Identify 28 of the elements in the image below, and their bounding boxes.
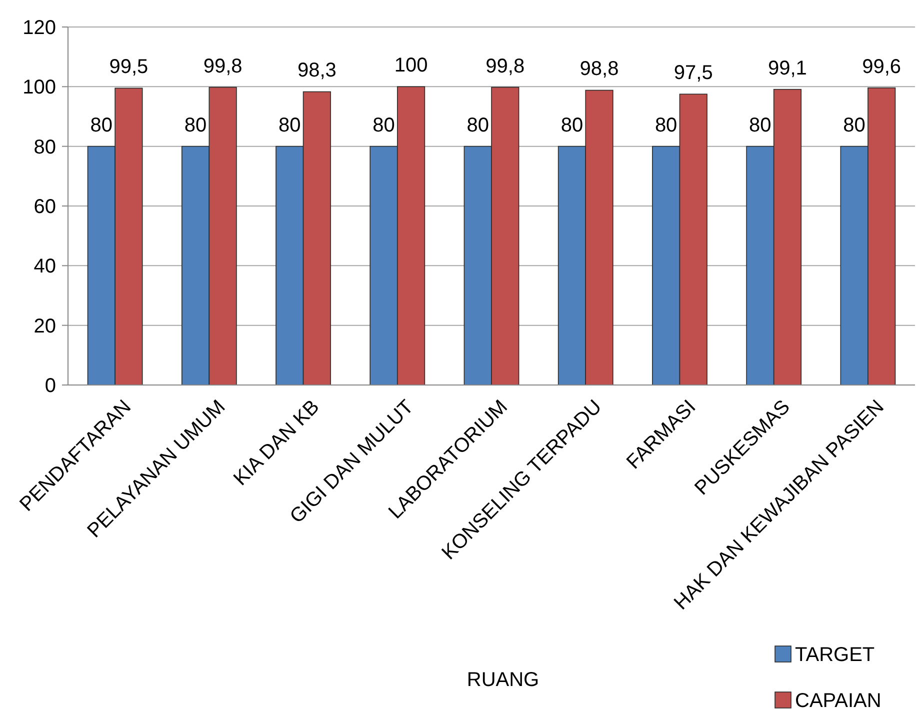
y-tick-label: 100 xyxy=(22,76,56,99)
y-tick-label: 40 xyxy=(34,256,56,278)
data-label: 99,8 xyxy=(486,55,525,78)
data-label: 80 xyxy=(278,114,301,136)
y-tick-label: 60 xyxy=(34,196,56,218)
data-label: 80 xyxy=(560,114,584,136)
data-label: 80 xyxy=(90,114,113,136)
y-tick-label: 120 xyxy=(22,17,56,39)
data-label: 99,6 xyxy=(862,56,902,78)
y-tick-label: 20 xyxy=(34,315,56,338)
y-tick-label: 80 xyxy=(34,136,56,158)
data-label: 99,1 xyxy=(768,57,807,80)
data-label: 80 xyxy=(749,114,772,136)
data-label: 100 xyxy=(394,54,428,77)
data-label: 80 xyxy=(372,114,395,136)
data-label: 99,5 xyxy=(109,56,148,78)
data-label: 80 xyxy=(184,114,207,136)
legend-label: CAPAIAN xyxy=(795,690,882,710)
data-label: 97,5 xyxy=(674,62,713,84)
legend-label: TARGET xyxy=(795,644,875,666)
data-label: 80 xyxy=(654,114,678,136)
data-label: 80 xyxy=(843,114,866,136)
data-label: 99,8 xyxy=(203,55,242,78)
y-tick-label: 0 xyxy=(44,375,56,397)
data-label: 98,8 xyxy=(580,58,619,80)
data-label: 80 xyxy=(466,114,489,136)
x-axis-title: RUANG xyxy=(466,669,540,691)
data-label: 98,3 xyxy=(297,60,336,82)
